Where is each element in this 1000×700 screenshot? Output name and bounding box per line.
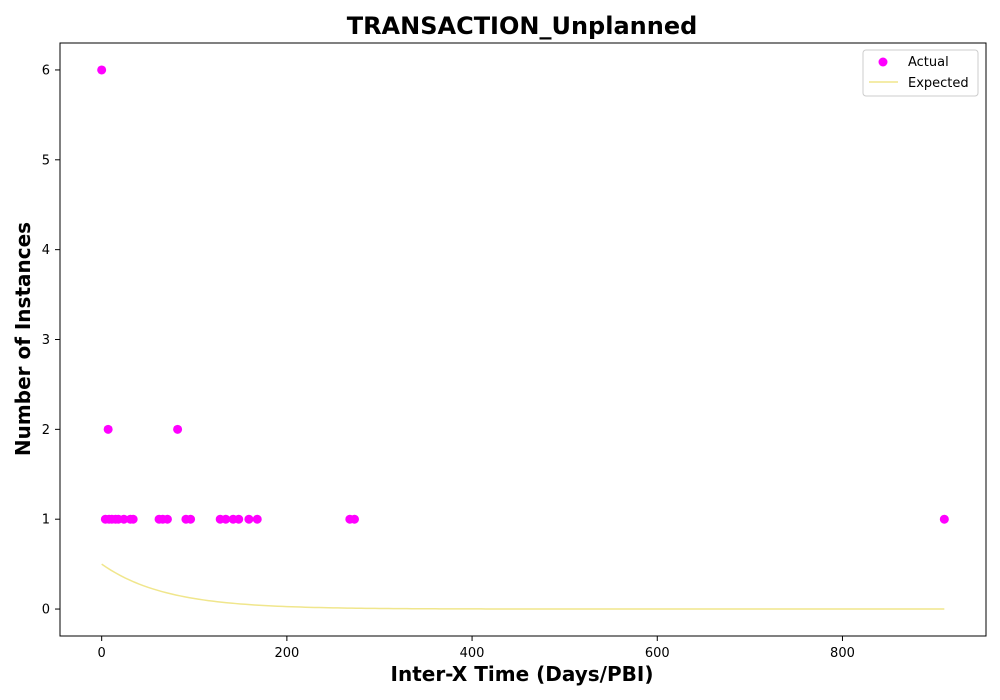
actual-point [234, 514, 244, 524]
y-tick-label: 0 [42, 603, 50, 618]
y-tick-label: 1 [42, 513, 50, 528]
actual-point [173, 424, 183, 434]
x-tick-label: 400 [460, 646, 485, 661]
legend: Actual Expected [862, 49, 979, 97]
actual-point [103, 424, 113, 434]
x-tick-label: 600 [645, 646, 670, 661]
legend-marker-actual [878, 57, 888, 67]
actual-point [252, 514, 262, 524]
x-tick-label: 800 [830, 646, 855, 661]
legend-box [862, 49, 979, 97]
chart-title: TRANSACTION_Unplanned [347, 12, 698, 40]
actual-point [128, 514, 138, 524]
y-axis-label: Number of Instances [11, 222, 35, 456]
actual-point [939, 514, 949, 524]
x-tick-label: 0 [98, 646, 106, 661]
expected-line [101, 563, 945, 610]
actual-point [119, 514, 129, 524]
y-tick-label: 6 [42, 63, 50, 78]
actual-point [97, 65, 107, 75]
actual-point [221, 514, 231, 524]
actual-point [349, 514, 359, 524]
y-tick-label: 3 [42, 333, 50, 348]
series-layer [97, 65, 949, 610]
y-axis: 0 1 2 3 4 5 6 [42, 63, 60, 618]
y-tick-label: 5 [42, 153, 50, 168]
x-axis-label: Inter-X Time (Days/PBI) [391, 662, 654, 686]
y-tick-label: 2 [42, 423, 50, 438]
legend-label-actual: Actual [908, 55, 949, 70]
x-axis: 0 200 400 600 800 [98, 636, 855, 661]
actual-point [186, 514, 196, 524]
actual-point [162, 514, 172, 524]
actual-point [244, 514, 254, 524]
legend-label-expected: Expected [908, 76, 969, 91]
y-tick-label: 4 [42, 243, 50, 258]
x-tick-label: 200 [274, 646, 299, 661]
